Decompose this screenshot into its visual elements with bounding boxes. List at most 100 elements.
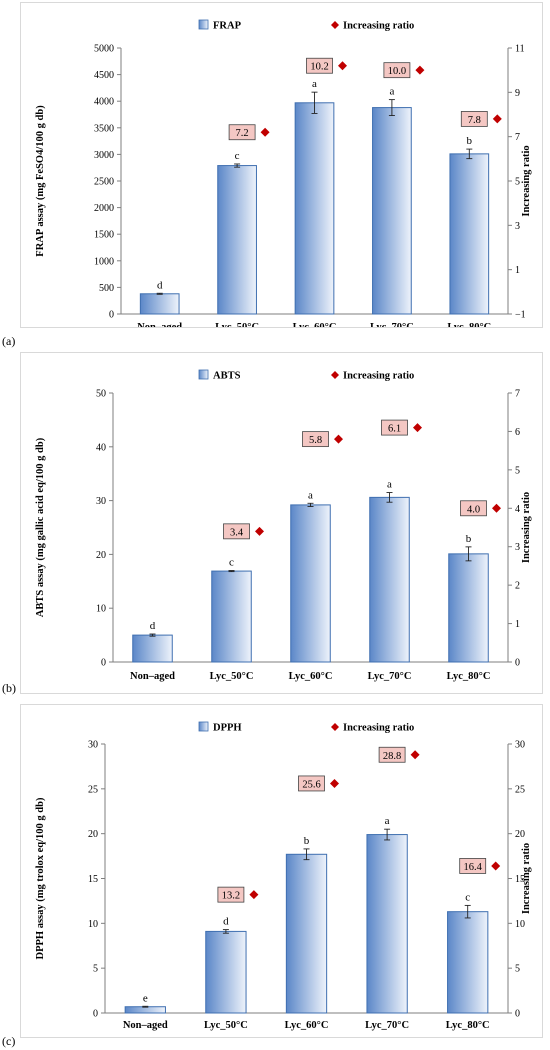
y-axis-title: FRAP assay (mg FeSO4/100 g db) <box>35 105 46 257</box>
y2-tick-label: 0 <box>515 658 520 669</box>
bar-2 <box>217 165 257 315</box>
bar-5 <box>447 911 489 1014</box>
significance-letter: d <box>157 279 163 291</box>
ratio-marker <box>330 778 339 788</box>
y2-tick-label: 3 <box>515 542 520 553</box>
y2-tick-label: 25 <box>515 784 525 795</box>
bar-1 <box>132 634 173 663</box>
panel-label-b: (b) <box>2 681 16 695</box>
category-label: Lyc_60°C <box>285 1020 329 1031</box>
y2-tick-label: 11 <box>515 44 525 55</box>
significance-letter: d <box>150 620 156 632</box>
y2-tick-label: 15 <box>515 874 525 885</box>
ratio-marker <box>334 434 343 444</box>
category-label: Lyc_70°C <box>368 671 412 682</box>
ratio-marker <box>492 503 501 513</box>
y-tick-label: 0 <box>93 1009 98 1020</box>
y2-tick-label: 7 <box>515 132 520 143</box>
ratio-label-box <box>383 62 411 79</box>
y-tick-label: 25 <box>88 784 98 795</box>
category-label: Lyc_60°C <box>293 322 337 327</box>
ratio-marker <box>413 423 422 433</box>
category-label: Lyc_80°C <box>447 671 491 682</box>
ratio-data-label: 6.1 <box>388 424 401 435</box>
ratio-data-label: 4.0 <box>467 504 480 515</box>
panel-label-a: (a) <box>2 334 16 348</box>
significance-letter: a <box>387 479 392 491</box>
y2-tick-label: 6 <box>515 427 520 438</box>
y-tick-label: 5000 <box>94 44 114 55</box>
y2-tick-label: 5 <box>515 177 520 188</box>
significance-letter: c <box>235 150 240 162</box>
category-label: Lyc_50°C <box>215 322 259 327</box>
ratio-data-label: 16.4 <box>464 862 483 873</box>
significance-letter: a <box>385 815 390 827</box>
ratio-label-box <box>459 858 487 874</box>
y2-tick-label: 2 <box>515 581 520 592</box>
chart-svg-b: 0 10 20 30 40 50 0 1 2 3 4 5 6 7 ABTS assay (mg gallic… <box>35 369 532 682</box>
ratio-marker <box>410 750 420 760</box>
ratio-data-label: 5.8 <box>309 435 322 446</box>
y2-axis-title: Increasing ratio <box>521 492 532 563</box>
category-label: Lyc_50°C <box>210 671 254 682</box>
y-tick-label: 30 <box>96 496 106 507</box>
legend-swatch-bar <box>198 721 209 732</box>
category-label: Lyc_80°C <box>447 322 491 327</box>
ratio-data-label: 10.2 <box>310 62 328 73</box>
y-tick-label: 20 <box>96 550 106 561</box>
legend-label-bar: ABTS <box>213 371 241 382</box>
ratio-marker <box>415 65 425 75</box>
significance-letter: c <box>229 557 234 569</box>
ratio-marker <box>338 61 347 71</box>
y-tick-label: 30 <box>88 740 98 751</box>
legend-label-bar: DPPH <box>213 723 242 734</box>
y2-axis-title: Increasing ratio <box>521 843 532 914</box>
bar-3 <box>294 102 335 315</box>
bar-4 <box>372 107 412 315</box>
legend-label-ratio: Increasing ratio <box>343 371 414 382</box>
bar-5 <box>449 153 490 315</box>
ratio-data-label: 13.2 <box>222 891 240 902</box>
y-tick-label: 4000 <box>94 97 114 108</box>
y2-tick-label: 1 <box>515 619 520 630</box>
legend-label-bar: FRAP <box>213 21 242 32</box>
y-axis-title: DPPH assay (mg trolox eq/100 g db) <box>35 797 46 959</box>
legend-swatch-ratio <box>331 371 339 379</box>
bar-5 <box>448 553 489 663</box>
ratio-label-box <box>460 500 487 517</box>
ratio-data-label: 7.2 <box>236 128 249 139</box>
chart-svg-c: 0 5 10 15 20 25 30 0 5 10 15 20 25 30 DPPH assay (mg t… <box>35 721 532 1031</box>
y2-tick-label: 4 <box>515 504 520 515</box>
ratio-marker <box>492 114 502 124</box>
y-tick-label: 10 <box>88 919 98 930</box>
y2-tick-label: 20 <box>515 829 525 840</box>
y-tick-label: 0 <box>101 658 106 669</box>
significance-letter: b <box>467 135 473 147</box>
y2-tick-label: 9 <box>515 88 520 99</box>
ratio-label-box <box>302 431 329 448</box>
y-tick-label: 5 <box>93 964 98 975</box>
panel-label-c: (c) <box>2 1034 16 1048</box>
y-tick-label: 3000 <box>94 150 114 161</box>
ratio-label-box <box>228 124 256 141</box>
ratio-label-box <box>298 775 325 792</box>
category-label: Lyc_70°C <box>370 322 414 327</box>
bar-3 <box>290 504 331 663</box>
ratio-label-box <box>381 419 408 436</box>
category-label: Non–aged <box>137 322 182 327</box>
category-label: Lyc_80°C <box>446 1020 490 1031</box>
significance-letter: d <box>223 916 229 928</box>
ratio-data-label: 3.4 <box>230 527 244 538</box>
chart-panel-c: 0 5 10 15 20 25 30 0 5 10 15 20 25 30 DPPH assay (mg t… <box>20 704 543 1038</box>
y2-tick-label: 5 <box>515 465 520 476</box>
bar-1 <box>124 1006 166 1014</box>
y2-tick-label: 30 <box>515 740 525 751</box>
y2-tick-label: 3 <box>515 221 520 232</box>
ratio-label-box <box>217 886 245 903</box>
y-tick-label: 3500 <box>94 123 114 134</box>
legend-swatch-bar <box>198 19 209 30</box>
y-tick-label: 1500 <box>94 230 114 241</box>
significance-letter: e <box>143 992 148 1004</box>
y-tick-label: 0 <box>109 310 114 321</box>
y-tick-label: 1000 <box>94 256 114 267</box>
